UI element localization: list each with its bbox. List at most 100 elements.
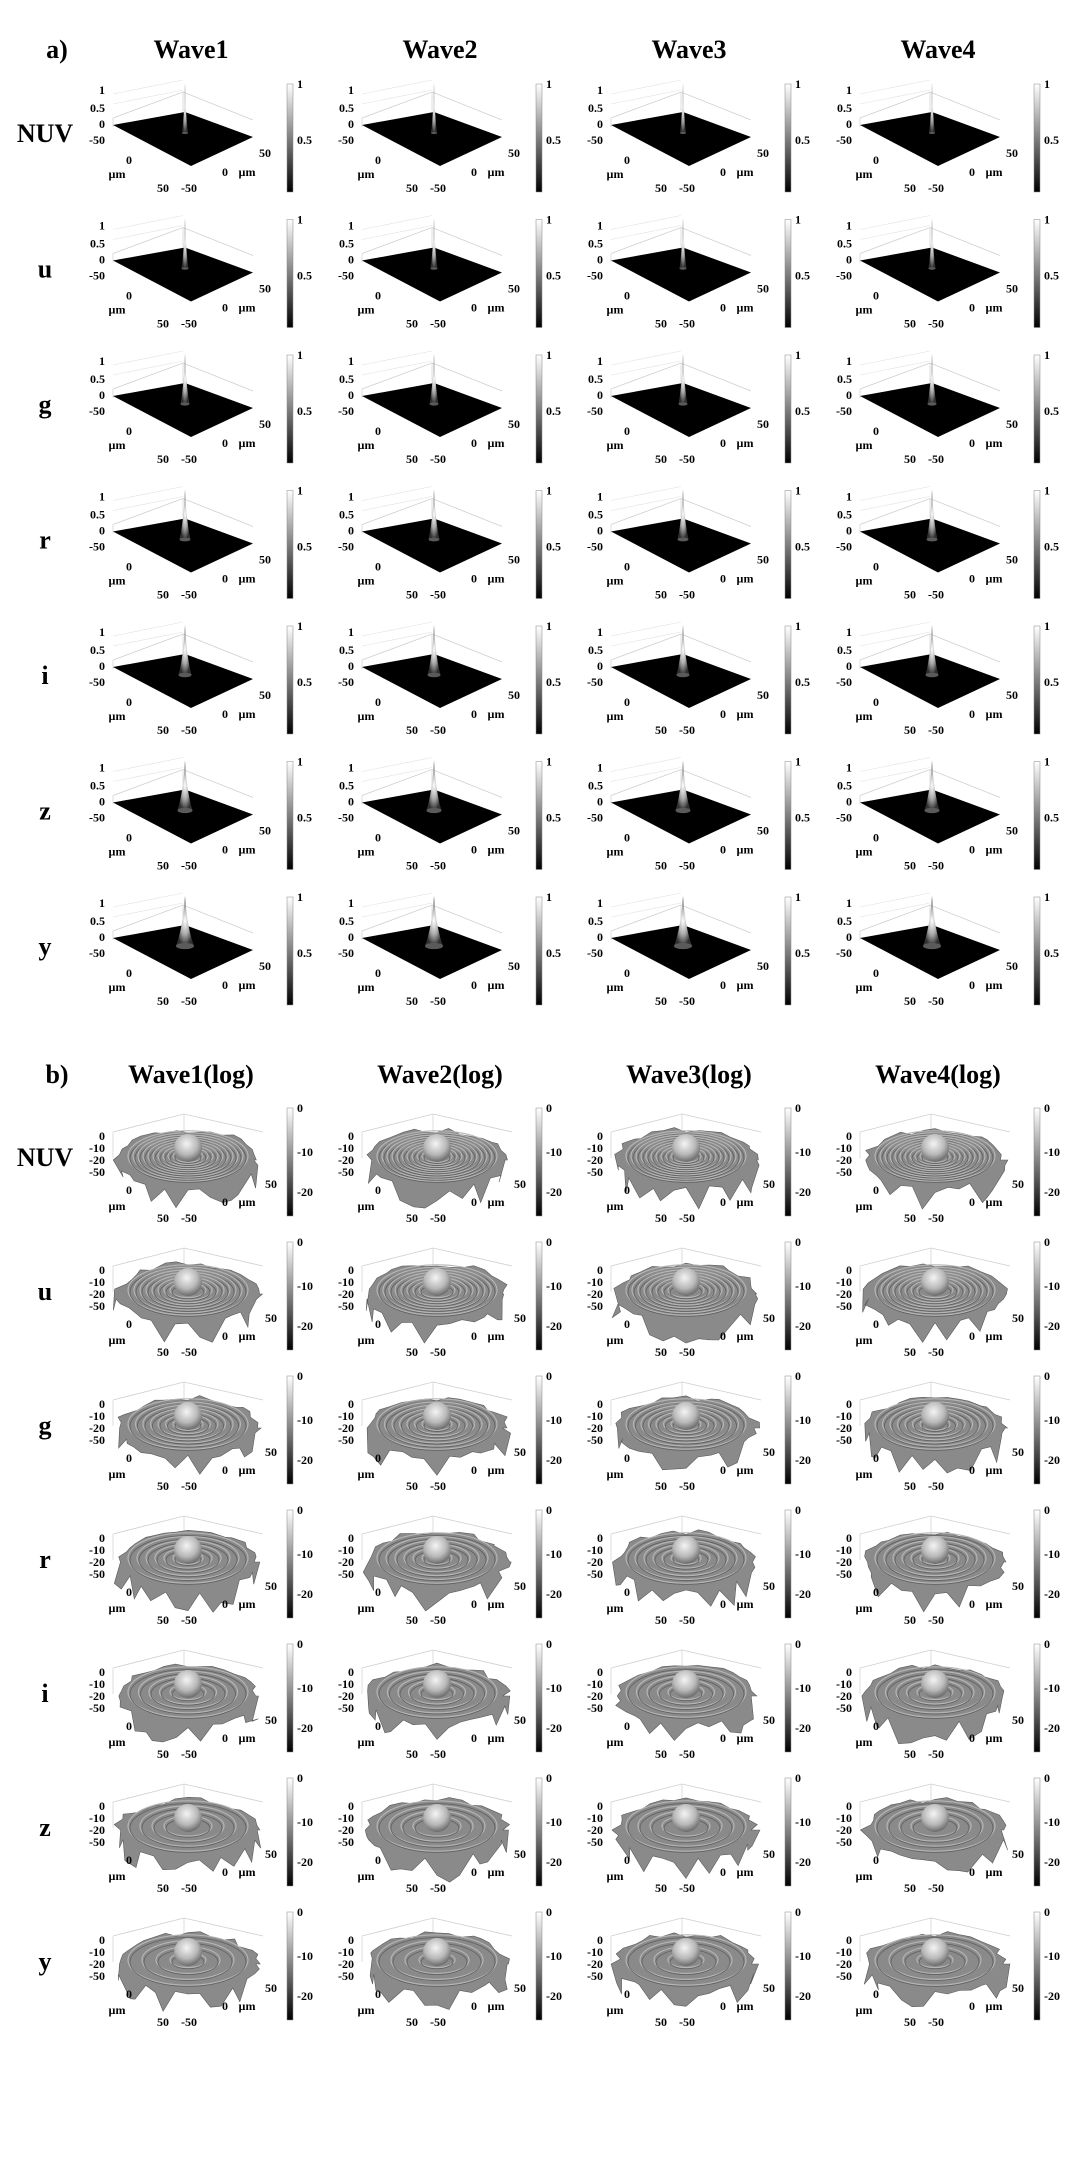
- axis-tick-label: 50: [514, 1445, 526, 1459]
- z-tick-label: 1: [348, 625, 354, 639]
- surface-floor: [860, 925, 1000, 979]
- colorbar: [1033, 490, 1041, 599]
- z-tick-label: -20: [587, 1287, 603, 1301]
- central-peak: [174, 1670, 202, 1698]
- back-wall-edge: [112, 1113, 264, 1133]
- colorbar-tick-label: 0.5: [795, 811, 810, 825]
- colorbar-tick-label: 1: [1044, 619, 1050, 633]
- axis-tick-label: 50: [406, 317, 418, 331]
- psf-peak-base: [677, 537, 689, 542]
- axis-tick-label: 50: [406, 1211, 418, 1225]
- z-tick-label: 0: [99, 1129, 105, 1143]
- z-tick-label: 0.5: [90, 508, 105, 522]
- axis-tick-label: -50: [587, 946, 603, 960]
- colorbar-tick-label: -20: [795, 1855, 811, 1869]
- surface-floor: [362, 383, 502, 437]
- back-wall-edge: [610, 1515, 762, 1535]
- axis-tick-label: -50: [679, 452, 695, 466]
- psf-peak-base: [426, 807, 442, 814]
- axis-unit-label: µm: [737, 1329, 754, 1343]
- z-tick-label: -10: [587, 1409, 603, 1423]
- z-tick-label: 0.5: [339, 643, 354, 657]
- axis-tick-label: 50: [757, 146, 769, 160]
- axis-unit-label: µm: [358, 1467, 375, 1481]
- z-tick-label: 0: [597, 795, 603, 809]
- central-peak: [174, 1804, 202, 1832]
- axis-tick-label: 0: [375, 1585, 381, 1599]
- axis-tick-label: 0: [720, 707, 726, 721]
- axis-tick-label: -50: [181, 1613, 197, 1627]
- grid-walls: [859, 215, 1001, 263]
- surface-floor: [113, 925, 253, 979]
- grid-walls: [361, 79, 503, 127]
- colorbar-tick-label: -20: [546, 1319, 562, 1333]
- z-tick-label: 0: [348, 1531, 354, 1545]
- z-tick-label: 0: [348, 659, 354, 673]
- colorbar: [286, 1777, 294, 1887]
- back-wall-edge: [859, 1917, 1011, 1937]
- axis-tick-label: 0: [126, 695, 132, 709]
- colorbar-tick-label: -10: [795, 1145, 811, 1159]
- log-surface: [364, 1797, 511, 1883]
- ring: [127, 1666, 249, 1718]
- psf-peak: [178, 625, 192, 675]
- z-tick-label: 1: [846, 490, 852, 504]
- axis-tick-label: 0: [222, 707, 228, 721]
- colorbar-tick-label: -20: [297, 1587, 313, 1601]
- z-tick-label: -10: [587, 1811, 603, 1825]
- central-peak: [672, 1938, 700, 1966]
- axis-tick-label: 0: [222, 301, 228, 315]
- z-tick-label: 0.5: [588, 779, 603, 793]
- surface-floor: [860, 789, 1000, 844]
- axis-tick-label: 50: [157, 1479, 169, 1493]
- z-tick-label: 1: [846, 219, 852, 233]
- panel-label: a): [46, 35, 68, 64]
- z-tick-label: 1: [348, 896, 354, 910]
- z-tick-label: 0.5: [588, 914, 603, 928]
- axis-tick-label: -50: [89, 946, 105, 960]
- z-tick-label: 0: [99, 659, 105, 673]
- column-title: Wave4(log): [875, 1060, 1001, 1089]
- axis-tick-label: 50: [406, 859, 418, 873]
- grid-walls: [610, 79, 752, 127]
- z-tick-label: -10: [338, 1409, 354, 1423]
- axis-tick-label: -50: [928, 1211, 944, 1225]
- axis-unit-label: µm: [109, 709, 126, 723]
- z-tick-label: -20: [338, 1957, 354, 1971]
- ring: [880, 1266, 990, 1314]
- colorbar: [535, 1375, 543, 1485]
- central-peak: [921, 1134, 949, 1162]
- axis-tick-label: 50: [1012, 1311, 1024, 1325]
- axis-unit-label: µm: [358, 167, 375, 181]
- z-tick-label: 1: [597, 219, 603, 233]
- z-tick-label: -20: [836, 1689, 852, 1703]
- colorbar: [784, 1643, 792, 1753]
- z-tick-label: 0: [99, 930, 105, 944]
- ring: [625, 1532, 747, 1584]
- z-tick-label: 0: [348, 253, 354, 267]
- z-tick-label: 0.5: [90, 237, 105, 251]
- psf-peak-base: [181, 267, 189, 270]
- axis-tick-label: -50: [430, 2015, 446, 2029]
- z-tick-label: -20: [836, 1287, 852, 1301]
- colorbar-tick-label: -10: [297, 1145, 313, 1159]
- z-tick-label: -10: [89, 1677, 105, 1691]
- colorbar: [535, 1777, 543, 1887]
- ring-shadow: [378, 1133, 496, 1183]
- colorbar: [784, 1375, 792, 1485]
- colorbar-tick-label: 0.5: [1044, 404, 1059, 418]
- central-peak: [423, 1134, 451, 1162]
- colorbar-tick-label: 0: [546, 1235, 552, 1249]
- colorbar-tick-label: 0: [297, 1101, 303, 1115]
- axis-tick-label: -50: [679, 1881, 695, 1895]
- axis-tick-label: 0: [126, 1183, 132, 1197]
- axis-tick-label: 50: [508, 959, 520, 973]
- surface-floor: [362, 654, 502, 708]
- grid-walls: [112, 757, 254, 805]
- z-tick-label: -10: [338, 1945, 354, 1959]
